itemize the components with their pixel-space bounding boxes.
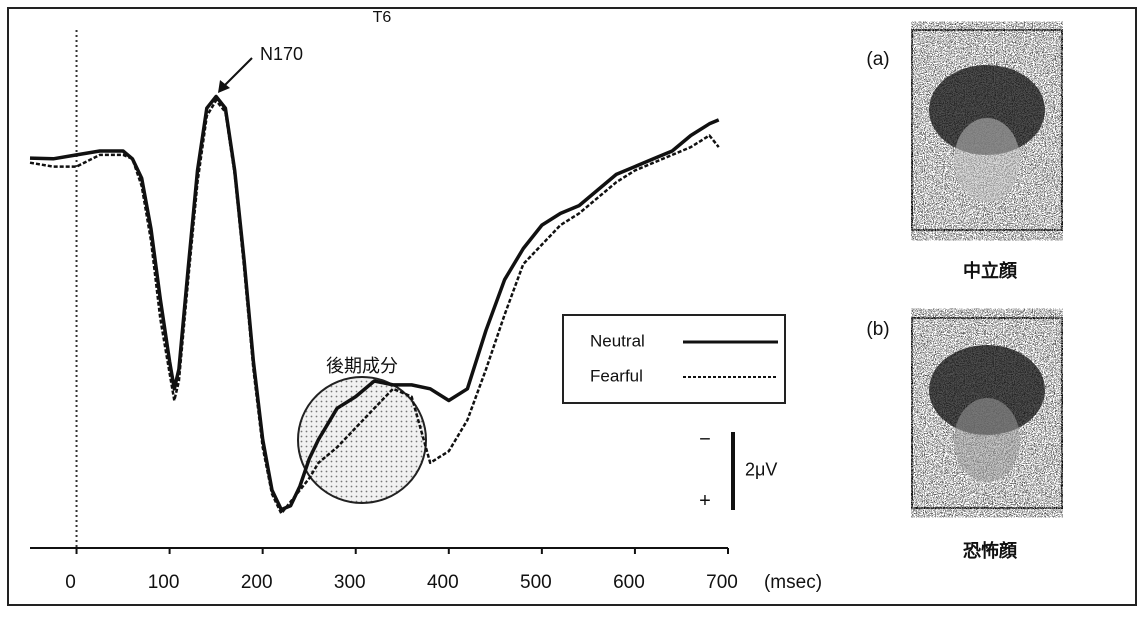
image-panels: (a) 中立顔 (b) 恐怖顔 — [866, 29, 1063, 561]
annotation-arrow — [221, 57, 253, 89]
scale-bar-plus: + — [699, 490, 711, 512]
chart-title: T6 — [373, 9, 392, 26]
x-tick-label: 400 — [427, 572, 459, 593]
frame — [7, 7, 1137, 606]
x-tick-label: 300 — [334, 572, 366, 593]
legend-label: Fearful — [590, 366, 643, 385]
legend-label: Neutral — [590, 331, 645, 350]
scale-bar-minus: − — [699, 428, 711, 450]
photo-hair — [929, 65, 1045, 155]
panel-label: (b) — [866, 319, 889, 340]
x-tick-label: 500 — [520, 572, 552, 593]
line-series — [29, 99, 720, 515]
photo-face — [954, 118, 1020, 202]
x-tick-label: 600 — [613, 572, 645, 593]
panel-label: (a) — [866, 49, 889, 70]
x-tick-label: 100 — [148, 572, 180, 593]
x-tick-label: 200 — [241, 572, 273, 593]
legend-box — [562, 314, 786, 404]
scale-bar-label: 2μV — [745, 460, 777, 480]
arrow-head — [218, 80, 230, 93]
x-tick-label: 0 — [65, 572, 76, 593]
x-tick-label: 700 — [706, 572, 738, 593]
photo-face — [954, 398, 1020, 482]
late-component-circle — [297, 376, 427, 504]
panel-caption: 恐怖顔 — [963, 540, 1018, 561]
annotation: 後期成分 — [326, 356, 398, 376]
annotation: N170 — [260, 44, 303, 64]
photo-hair — [929, 345, 1045, 435]
line-series — [29, 94, 720, 512]
panel-caption: 中立顔 — [963, 260, 1018, 281]
x-axis-label: (msec) — [764, 572, 822, 593]
